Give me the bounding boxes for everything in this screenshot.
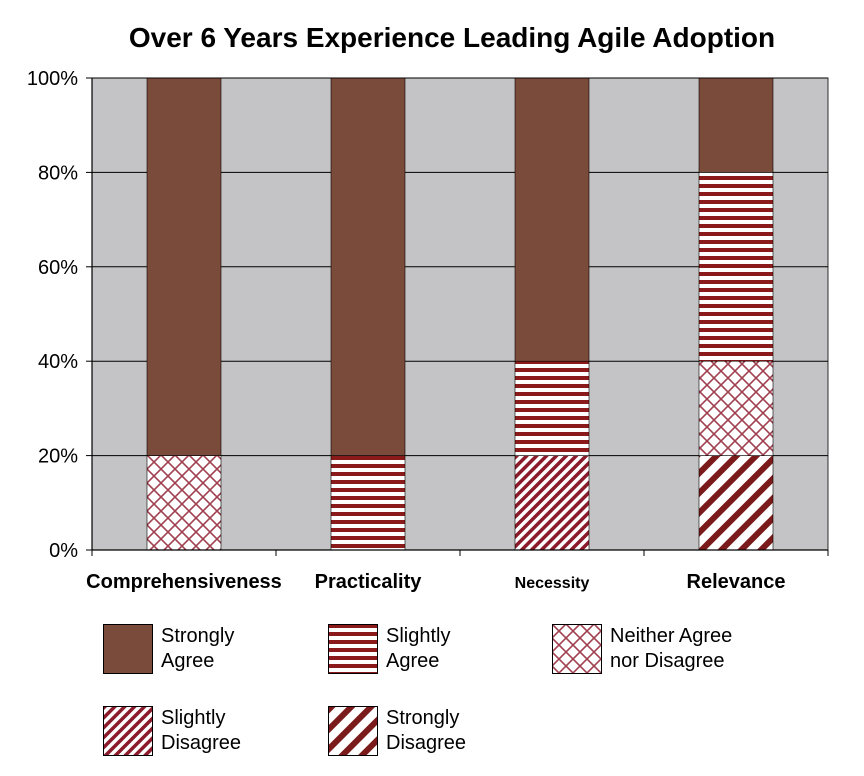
legend-swatch-slightly-agree bbox=[328, 624, 378, 674]
bar-relevance-slightly-agree bbox=[698, 172, 774, 362]
bar-practicality-strongly-agree bbox=[330, 77, 406, 456]
swatch-fill bbox=[103, 706, 153, 756]
y-tick-label: 100% bbox=[27, 68, 78, 90]
bar-necessity-slightly-disagree bbox=[514, 455, 590, 551]
chart-title: Over 6 Years Experience Leading Agile Ad… bbox=[128, 22, 776, 53]
legend-label-strongly-agree: Strongly Agree bbox=[161, 625, 235, 672]
x-category-label: Relevance bbox=[687, 571, 786, 593]
bar-relevance-strongly-agree bbox=[698, 77, 774, 173]
stacked-bar-chart: 0% 20% 40% 60% 80% 100% Comprehensiveness Pract… bbox=[27, 68, 829, 593]
legend-label-neither: Neither Agree nor Disagree bbox=[610, 625, 733, 672]
swatch-fill bbox=[328, 706, 378, 756]
bar-practicality-slightly-agree bbox=[330, 455, 406, 551]
bar-necessity-strongly-agree bbox=[514, 77, 590, 362]
y-tick-label: 40% bbox=[38, 351, 78, 373]
x-category-label: Comprehensiveness bbox=[86, 571, 282, 593]
legend-swatch-neither bbox=[552, 624, 602, 674]
y-tick-label: 0% bbox=[49, 540, 78, 562]
x-category-label: Necessity bbox=[515, 575, 590, 592]
plot-border bbox=[91, 77, 829, 551]
legend-swatch-strongly-disagree bbox=[328, 706, 378, 756]
bar-necessity-slightly-agree bbox=[514, 360, 590, 456]
legend-label-slightly-disagree: Slightly Disagree bbox=[161, 707, 242, 754]
y-tick-label: 80% bbox=[38, 162, 78, 184]
x-category-label: Practicality bbox=[315, 571, 423, 593]
legend-label-strongly-disagree: Strongly Disagree bbox=[386, 707, 467, 754]
legend-swatch-strongly-agree bbox=[103, 624, 153, 674]
legend-swatch-slightly-disagree bbox=[103, 706, 153, 756]
swatch-fill bbox=[103, 624, 153, 674]
bar-relevance-neither-agree-nor-disagree bbox=[698, 360, 774, 456]
y-tick-label: 60% bbox=[38, 257, 78, 279]
bar-comprehensiveness-strongly-agree bbox=[146, 77, 222, 456]
bar-comprehensiveness-neither-agree-nor-disagree bbox=[146, 455, 222, 551]
y-tick-label: 20% bbox=[38, 446, 78, 468]
swatch-fill bbox=[552, 624, 602, 674]
bar-relevance-strongly-disagree bbox=[698, 455, 774, 551]
legend-label-slightly-agree: Slightly Agree bbox=[386, 625, 451, 672]
swatch-fill bbox=[328, 624, 378, 674]
